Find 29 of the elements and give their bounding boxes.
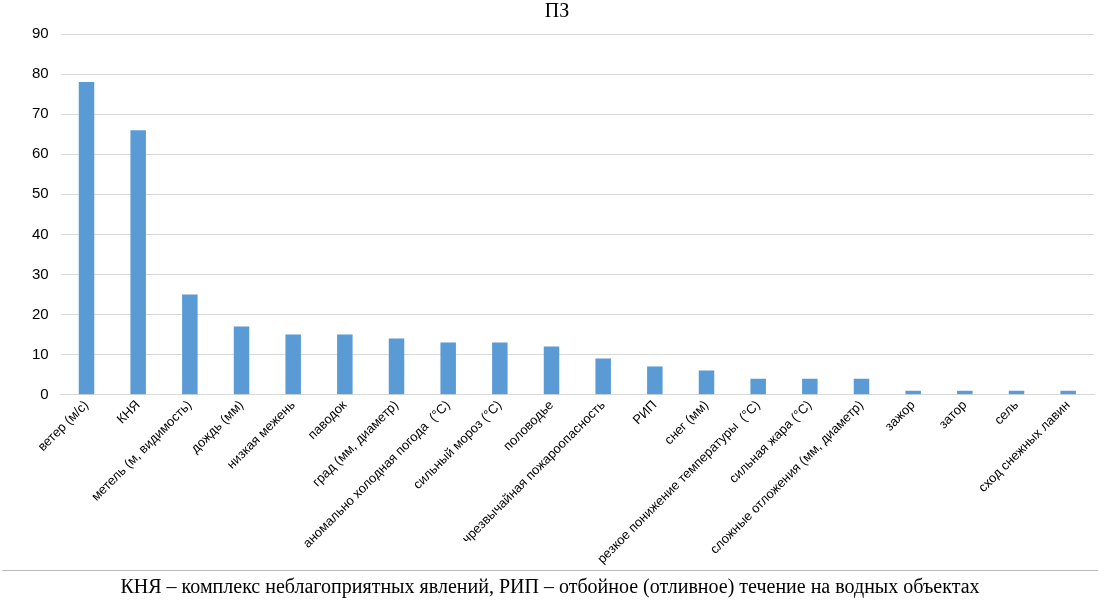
y-tick-label: 90	[32, 24, 49, 42]
bar	[853, 378, 870, 395]
bar	[440, 342, 456, 395]
y-tick-label: 30	[32, 264, 49, 282]
bar	[647, 366, 663, 395]
bar	[595, 358, 611, 395]
bar	[233, 326, 250, 395]
bar	[388, 338, 405, 395]
bar	[543, 346, 560, 395]
chart-title: ПЗ	[544, 0, 570, 22]
y-tick-label: 20	[32, 304, 49, 322]
y-tick-label: 60	[32, 144, 49, 162]
y-tick-label: 40	[32, 224, 49, 242]
bar	[802, 378, 818, 395]
y-tick-label: 0	[40, 384, 49, 402]
y-tick-label: 10	[32, 344, 49, 362]
text: КНЯ – комплекс неблагоприятных явлений, РИП – отбойное (отливное) течение на водных объектах	[119, 575, 981, 598]
bar	[130, 130, 146, 395]
bar	[285, 334, 301, 395]
bar	[78, 82, 95, 395]
bar	[337, 334, 353, 395]
y-tick-label: 50	[32, 184, 49, 202]
y-tick-label: 70	[32, 104, 49, 122]
bar	[698, 370, 715, 395]
x-tick-label: сель	[990, 397, 1022, 428]
bar	[750, 378, 766, 395]
bar	[182, 294, 198, 395]
y-tick-label: 80	[32, 64, 49, 82]
bar	[492, 342, 508, 395]
